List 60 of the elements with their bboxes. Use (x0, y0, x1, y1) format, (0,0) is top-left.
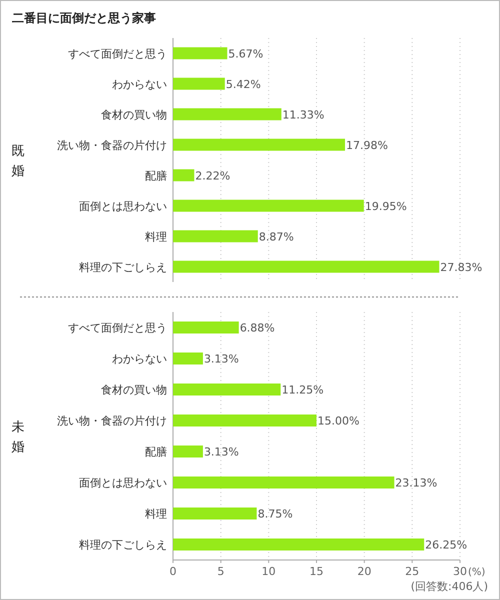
data-label: 23.13% (395, 476, 438, 490)
bar (173, 230, 258, 242)
y-tick-label: わからない (112, 78, 167, 91)
bar (173, 352, 203, 364)
y-tick-label: 洗い物・食器の片付け (57, 414, 167, 428)
x-tick-label: 10 (262, 565, 276, 578)
bar (173, 169, 194, 182)
y-tick-label: 料理 (145, 508, 167, 520)
bar (173, 508, 257, 520)
chart-title: 二番目に面倒だと思う家事 (12, 11, 156, 25)
data-label: 3.13% (204, 352, 239, 366)
x-axis-title: (%) (468, 567, 486, 578)
y-tick-label: 面倒とは思わない (79, 476, 167, 490)
x-tick-label: 25 (405, 565, 420, 578)
y-tick-label: 料理 (145, 230, 167, 244)
y-tick-label: 食材の買い物 (101, 108, 167, 122)
y-axis-title: 既婚 (12, 144, 24, 179)
data-label: 26.25% (425, 538, 468, 552)
data-label: 19.95% (364, 200, 407, 213)
y-tick-label: すべて面倒だと思う (68, 47, 167, 60)
y-tick-label: 配膳 (145, 446, 167, 458)
data-label: 15.00% (318, 414, 360, 428)
data-label: 8.87% (258, 230, 294, 244)
x-tick-label: 0 (170, 565, 176, 578)
bar (173, 138, 346, 151)
data-label: 6.88% (240, 322, 275, 334)
data-label: 11.33% (282, 108, 324, 122)
bar (173, 108, 282, 120)
bar (173, 446, 203, 458)
y-axis-title: 未婚 (12, 420, 24, 455)
data-label: 3.13% (204, 446, 239, 458)
data-label: 5.42% (226, 78, 261, 91)
x-tick-label: 15 (310, 565, 324, 578)
y-tick-label: 洗い物・食器の片付け (57, 138, 167, 152)
y-tick-label: 配膳 (145, 169, 167, 182)
bar (173, 200, 364, 212)
x-tick-label: 20 (357, 565, 372, 578)
data-label: 5.67% (228, 47, 264, 60)
bar (173, 384, 281, 396)
bar (173, 322, 239, 334)
x-tick-label: 5 (217, 565, 224, 578)
y-tick-label: 料理の下ごしらえ (79, 538, 167, 552)
bar (173, 538, 424, 550)
data-label: 17.98% (346, 138, 388, 152)
y-tick-label: 面倒とは思わない (79, 200, 167, 213)
y-tick-label: わからない (112, 352, 167, 366)
bar (173, 414, 316, 426)
data-label: 27.83% (440, 260, 482, 274)
y-tick-label: 料理の下ごしらえ (79, 260, 167, 274)
y-tick-label: 食材の買い物 (101, 384, 167, 396)
text: (回答数:406人) (410, 580, 488, 593)
y-tick-label: すべて面倒だと思う (68, 322, 167, 334)
bar (173, 47, 228, 60)
data-label: 11.25% (282, 384, 324, 396)
data-label: 8.75% (258, 508, 293, 520)
bar (173, 476, 394, 488)
x-tick-label: 30 (453, 565, 467, 578)
bar (173, 260, 440, 273)
data-label: 2.22% (195, 169, 230, 182)
bar (173, 78, 225, 90)
